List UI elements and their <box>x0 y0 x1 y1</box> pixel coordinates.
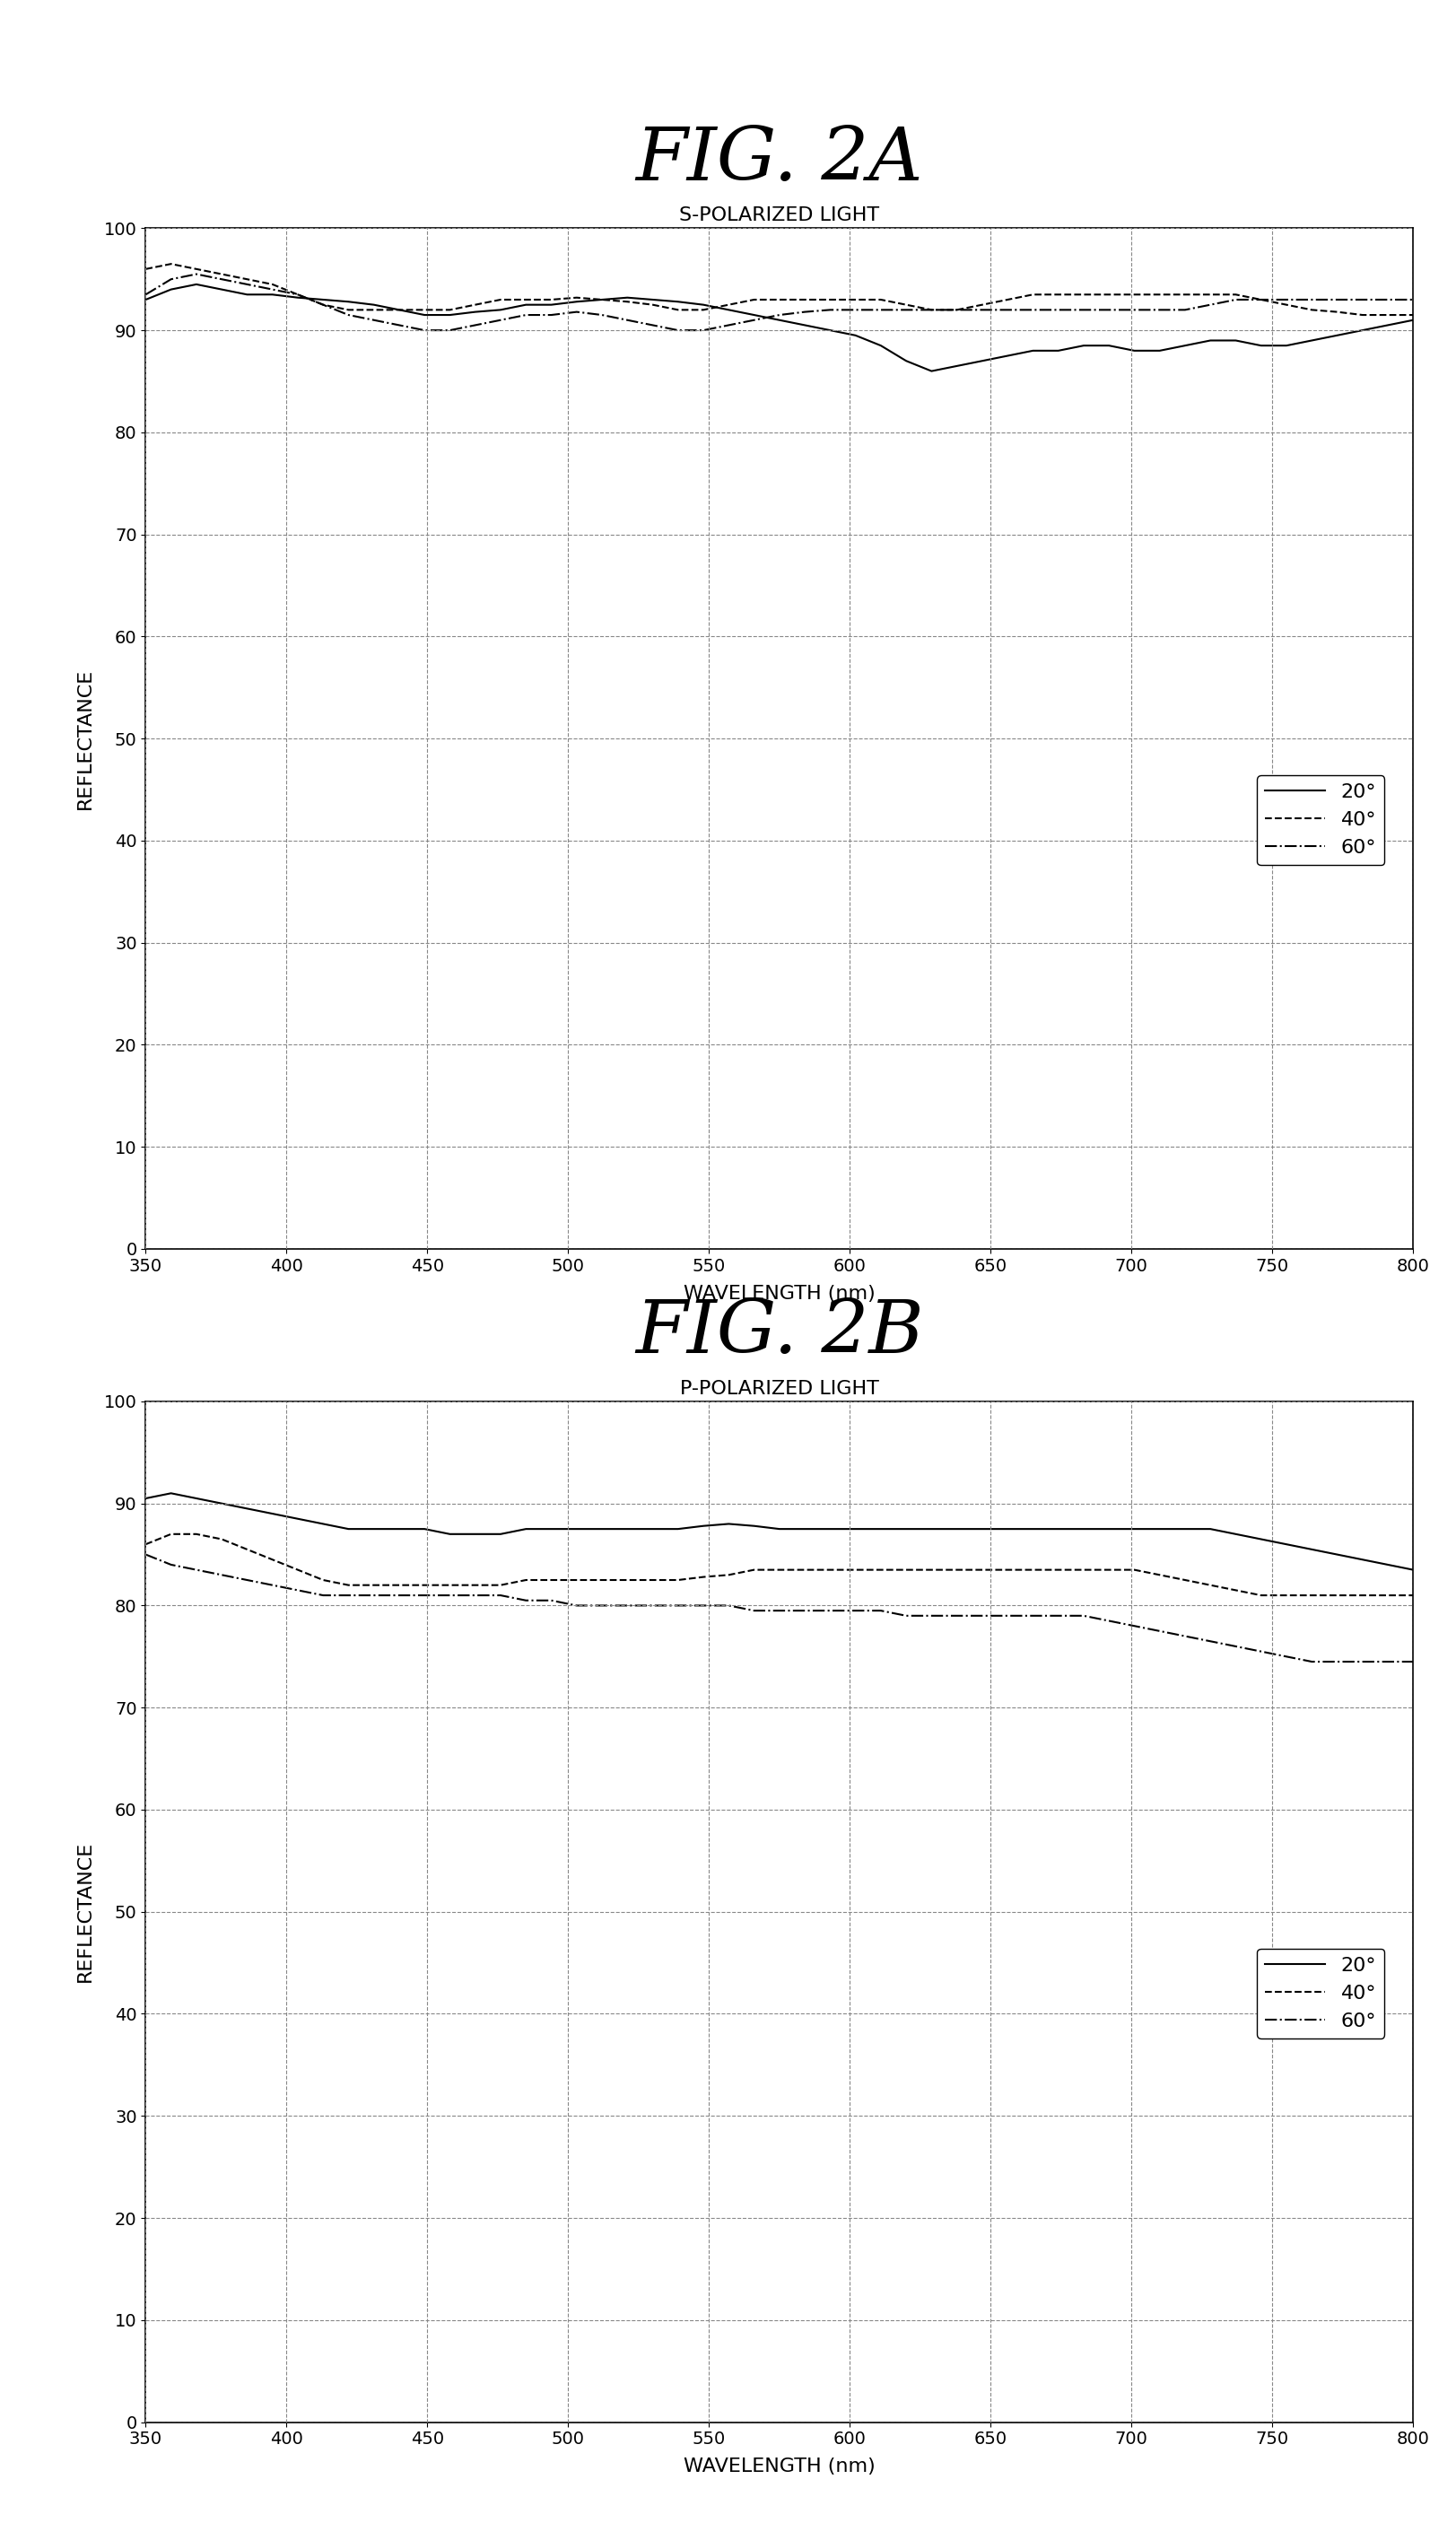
Y-axis label: REFLECTANCE: REFLECTANCE <box>76 1842 93 1983</box>
60° <box>1024 295 1041 325</box>
40° <box>137 255 154 285</box>
40° <box>1252 1579 1270 1610</box>
60° <box>1404 285 1421 315</box>
40° <box>1379 300 1396 331</box>
60° <box>1404 1648 1421 1678</box>
Text: FIG. 2B: FIG. 2B <box>635 1297 923 1367</box>
Line: 20°: 20° <box>146 285 1412 371</box>
20° <box>542 290 559 320</box>
60° <box>137 1539 154 1569</box>
X-axis label: WAVELENGTH (nm): WAVELENGTH (nm) <box>683 1284 875 1302</box>
20° <box>1404 305 1421 336</box>
60° <box>517 1584 534 1615</box>
20° <box>542 1514 559 1544</box>
20° <box>568 1514 585 1544</box>
40° <box>137 1529 154 1559</box>
Y-axis label: REFLECTANCE: REFLECTANCE <box>76 669 93 810</box>
40° <box>162 1519 179 1549</box>
60° <box>542 1584 559 1615</box>
Text: FIG. 2A: FIG. 2A <box>635 124 923 194</box>
20° <box>1379 1549 1396 1579</box>
Title: S-POLARIZED LIGHT: S-POLARIZED LIGHT <box>678 207 879 225</box>
40° <box>1075 1554 1092 1584</box>
60° <box>1099 295 1117 325</box>
60° <box>973 1600 990 1630</box>
40° <box>162 250 179 280</box>
Title: P-POLARIZED LIGHT: P-POLARIZED LIGHT <box>680 1380 878 1398</box>
20° <box>441 300 459 331</box>
60° <box>415 315 432 346</box>
60° <box>137 280 154 310</box>
40° <box>1353 300 1370 331</box>
Legend: 20°, 40°, 60°: 20°, 40°, 60° <box>1257 1948 1383 2039</box>
60° <box>1379 285 1396 315</box>
60° <box>1379 1648 1396 1678</box>
60° <box>1048 1600 1066 1630</box>
20° <box>1075 1514 1092 1544</box>
40° <box>1379 1579 1396 1610</box>
40° <box>1404 1579 1421 1610</box>
40° <box>1075 280 1092 310</box>
40° <box>999 1554 1016 1584</box>
60° <box>1302 1648 1319 1678</box>
20° <box>137 285 154 315</box>
60° <box>568 298 585 328</box>
Line: 40°: 40° <box>146 1534 1412 1595</box>
Line: 20°: 20° <box>146 1494 1412 1569</box>
60° <box>415 1579 432 1610</box>
20° <box>137 1484 154 1514</box>
20° <box>162 1478 179 1509</box>
X-axis label: WAVELENGTH (nm): WAVELENGTH (nm) <box>683 2457 875 2475</box>
20° <box>188 270 205 300</box>
Legend: 20°, 40°, 60°: 20°, 40°, 60° <box>1257 775 1383 865</box>
60° <box>188 260 205 290</box>
Line: 40°: 40° <box>146 265 1412 315</box>
Line: 60°: 60° <box>146 1554 1412 1663</box>
40° <box>542 1564 559 1595</box>
20° <box>999 1514 1016 1544</box>
40° <box>542 285 559 315</box>
20° <box>1404 1554 1421 1584</box>
20° <box>441 1519 459 1549</box>
40° <box>1404 300 1421 331</box>
40° <box>999 285 1016 315</box>
20° <box>1379 310 1396 341</box>
Line: 60°: 60° <box>146 275 1412 331</box>
60° <box>466 310 483 341</box>
40° <box>568 1564 585 1595</box>
40° <box>441 1569 459 1600</box>
20° <box>568 288 585 318</box>
20° <box>922 356 939 386</box>
40° <box>568 283 585 313</box>
20° <box>1024 336 1041 366</box>
20° <box>1099 331 1117 361</box>
40° <box>441 295 459 325</box>
60° <box>593 300 610 331</box>
